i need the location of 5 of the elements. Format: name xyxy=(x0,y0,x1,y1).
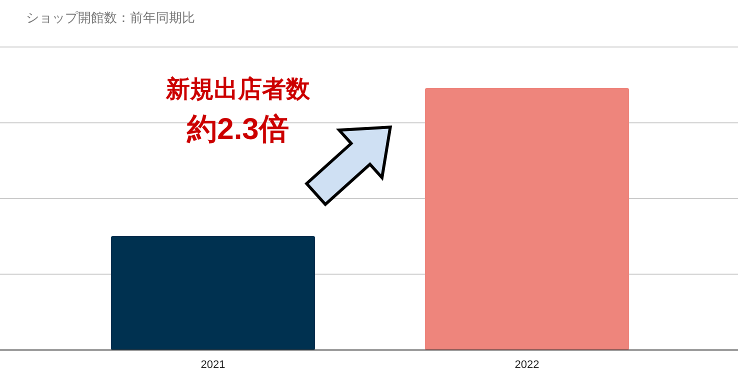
x-tick-label: 2022 xyxy=(514,359,540,371)
annotation: 約2.3倍 xyxy=(186,113,289,146)
chart-title: ショップ開館数：前年同期比 xyxy=(26,10,195,25)
x-tick-label: 2021 xyxy=(200,359,226,371)
annotation: 新規出店者数 xyxy=(165,76,311,103)
